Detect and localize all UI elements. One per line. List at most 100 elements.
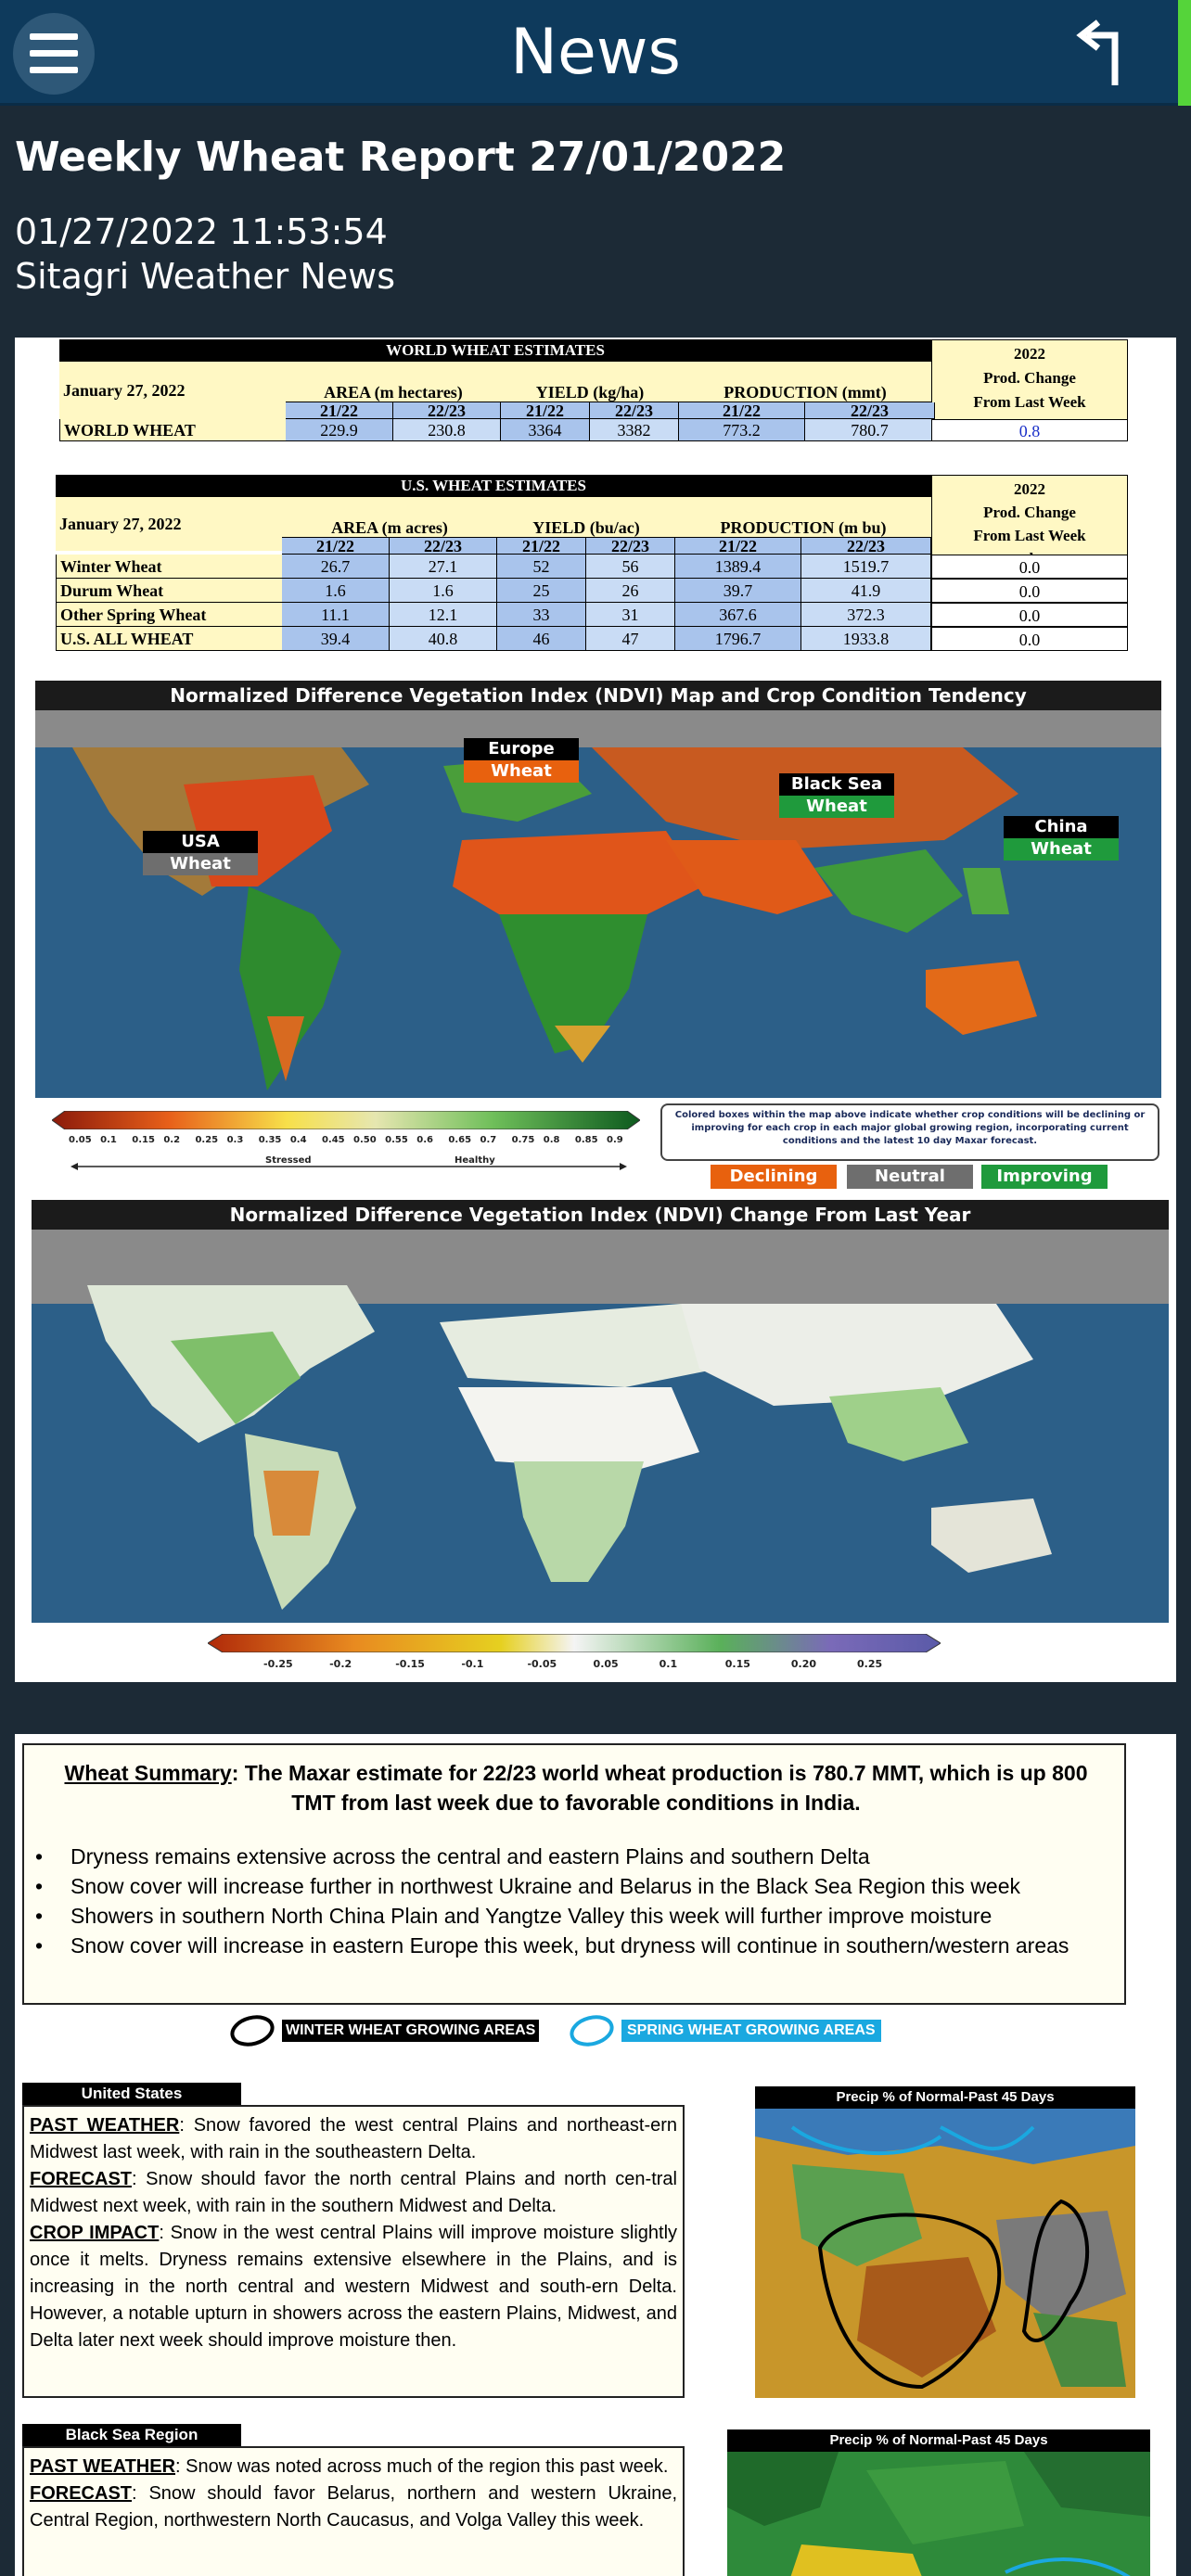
spring-area-icon <box>570 2015 614 2047</box>
back-button[interactable] <box>1074 15 1148 89</box>
region-name: USA <box>143 831 258 853</box>
year-header: 21/22 <box>286 402 393 419</box>
world-yield-header: YIELD (kg/ha) <box>501 382 679 402</box>
bs-precip-map <box>727 2452 1150 2576</box>
table-cell: 39.4 <box>282 627 390 651</box>
row-label: U.S. ALL WHEAT <box>56 627 282 651</box>
bs-region-tag: Black Sea Region <box>22 2424 241 2446</box>
summary-body: : The Maxar estimate for 22/23 world whe… <box>231 1761 1088 1815</box>
region-name: Europe <box>464 738 579 760</box>
prod-change-cell: 0.0 <box>931 603 1128 627</box>
legend-tick: 0.05 <box>69 1135 92 1145</box>
legend-tick: 0.1 <box>100 1135 117 1145</box>
world-area-header: AREA (m hectares) <box>286 382 501 402</box>
menu-button[interactable] <box>13 13 95 95</box>
legend-tick: 0.8 <box>543 1135 560 1145</box>
legend-healthy: Healthy <box>455 1155 495 1166</box>
us-table-date: January 27, 2022 <box>56 497 282 551</box>
legend-tick: 0.35 <box>258 1135 282 1145</box>
neutral-badge: Neutral <box>847 1165 973 1189</box>
summary-bullet: Dryness remains extensive across the cen… <box>35 1842 1121 1871</box>
legend-tick: 0.05 <box>593 1658 619 1670</box>
summary-bullet: Snow cover will increase in eastern Euro… <box>35 1931 1121 1960</box>
year-header: 22/23 <box>393 402 501 419</box>
summary-bullet: Snow cover will increase further in nort… <box>35 1871 1121 1901</box>
table-cell: 1519.7 <box>801 555 931 579</box>
year-header: 21/22 <box>497 538 586 555</box>
prod-change-cell: 0.0 <box>931 627 1128 651</box>
summary-text: Wheat Summary: The Maxar estimate for 22… <box>43 1758 1109 1817</box>
table-cell: 11.1 <box>282 603 390 627</box>
region-crop: Wheat <box>1004 838 1119 861</box>
legend-tick: 0.15 <box>132 1135 155 1145</box>
us-precip-graphic <box>755 2109 1135 2398</box>
us-table-title: U.S. WHEAT ESTIMATES <box>56 475 931 497</box>
crop-impact-text: : Snow in the west central Plains will i… <box>30 2223 678 2351</box>
row-label: Durum Wheat <box>56 579 282 603</box>
table-cell: 56 <box>586 555 675 579</box>
legend-tick: -0.05 <box>527 1658 557 1670</box>
ndvi-change-legend: -0.25 -0.2 -0.15 -0.1 -0.05 0.05 0.1 0.15 0.20 0.… <box>207 1633 941 1680</box>
ndvi-change-map <box>32 1230 1169 1623</box>
prod-change-cell: 0.0 <box>931 555 1128 579</box>
summary-label: Wheat Summary <box>64 1761 232 1785</box>
forecast-label: FORECAST <box>30 2483 132 2504</box>
menu-icon <box>30 33 78 40</box>
legend-tick: 0.85 <box>574 1135 598 1145</box>
ndvi-change-title: Normalized Difference Vegetation Index (… <box>32 1200 1169 1230</box>
report-image-2: Wheat Summary: The Maxar estimate for 22… <box>15 1734 1176 2576</box>
table-cell: 25 <box>497 579 586 603</box>
article-datetime: 01/27/2022 11:53:54 <box>15 211 388 252</box>
ndvi-change-graphic <box>32 1230 1169 1623</box>
table-cell: 780.7 <box>805 419 935 441</box>
us-area-header: AREA (m acres) <box>282 517 497 538</box>
table-cell: 372.3 <box>801 603 931 627</box>
legend-tick: -0.25 <box>263 1658 293 1670</box>
region-tag-china: China Wheat <box>1004 816 1119 861</box>
improving-badge: Improving <box>981 1165 1108 1189</box>
region-name: China <box>1004 816 1119 838</box>
table-cell: 1.6 <box>282 579 390 603</box>
us-precip-map <box>755 2109 1135 2398</box>
legend-tick: 0.20 <box>790 1658 817 1670</box>
us-wheat-table: U.S. WHEAT ESTIMATES 2022 Prod. Change F… <box>56 475 1141 671</box>
table-cell: 1389.4 <box>675 555 801 579</box>
change-year: 2022 <box>1014 345 1045 363</box>
prod-change-cell: 0.8 <box>931 419 1128 441</box>
summary-bullet: Showers in southern North China Plain an… <box>35 1901 1121 1931</box>
prod-change-cell: 0.0 <box>931 579 1128 603</box>
region-crop: Wheat <box>143 853 258 875</box>
legend-tick: -0.1 <box>461 1658 484 1670</box>
table-cell: 47 <box>586 627 675 651</box>
row-label: WORLD WHEAT <box>59 419 286 441</box>
change-year: 2022 <box>1014 480 1045 498</box>
legend-tick: 0.1 <box>659 1658 678 1670</box>
winter-area-icon <box>230 2015 275 2047</box>
year-header: 22/23 <box>390 538 497 555</box>
bs-precip-graphic <box>727 2452 1150 2576</box>
forecast-label: FORECAST <box>30 2169 132 2189</box>
past-weather-label: PAST WEATHER <box>30 2456 176 2477</box>
table-cell: 52 <box>497 555 586 579</box>
legend-tick: -0.15 <box>395 1658 425 1670</box>
menu-icon-bar <box>30 50 78 57</box>
legend-tick: 0.75 <box>511 1135 535 1145</box>
crop-condition-note: Colored boxes within the map above indic… <box>660 1103 1159 1161</box>
legend-tick: 0.6 <box>416 1135 433 1145</box>
region-name: Black Sea <box>779 773 894 796</box>
table-cell: 3382 <box>590 419 679 441</box>
winter-area-label: WINTER WHEAT GROWING AREAS <box>282 2020 540 2042</box>
change-label-1: Prod. Change <box>983 369 1076 387</box>
legend-tick: 0.55 <box>385 1135 408 1145</box>
table-cell: 3364 <box>501 419 590 441</box>
legend-tick: 0.50 <box>353 1135 377 1145</box>
screen-title: News <box>510 16 681 89</box>
ndvi-map-title: Normalized Difference Vegetation Index (… <box>35 681 1161 710</box>
legend-tick: 0.4 <box>289 1135 307 1145</box>
table-cell: 26.7 <box>282 555 390 579</box>
table-cell: 230.8 <box>393 419 501 441</box>
table-cell: 773.2 <box>679 419 805 441</box>
menu-icon-bar <box>30 67 78 73</box>
year-header: 22/23 <box>590 402 679 419</box>
